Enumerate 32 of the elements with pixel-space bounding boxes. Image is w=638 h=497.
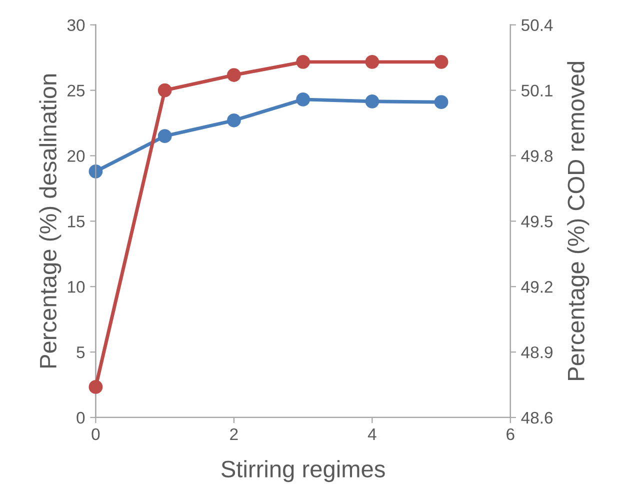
point — [296, 54, 310, 69]
x-tick-label: 4 — [368, 428, 376, 440]
point — [365, 94, 380, 108]
x-tick-label: 0 — [92, 428, 100, 440]
point — [296, 92, 310, 106]
point — [434, 95, 448, 110]
y-tick-label: 15 — [68, 216, 85, 228]
point — [226, 68, 241, 82]
y2-tick-label: 49.8 — [521, 150, 553, 162]
y2-tick-label: 50.4 — [521, 19, 553, 32]
x-tick-label: 6 — [506, 428, 514, 440]
y-tick-label: 10 — [68, 281, 85, 293]
y-tick-label: 25 — [68, 84, 85, 96]
y2-tick-label: 48.9 — [521, 346, 552, 358]
point — [158, 129, 172, 144]
x-tick-label: 2 — [230, 428, 238, 440]
y-axis-title: Percentage (%) desalination — [39, 74, 62, 368]
y2-axis-title: Percentage (%) COD removed — [567, 62, 590, 380]
point — [226, 113, 241, 128]
point — [365, 54, 380, 69]
y2-tick-label: 49.2 — [521, 281, 552, 293]
y2-tick-label: 50.1 — [521, 84, 552, 96]
y2-tick-label: 48.6 — [521, 412, 553, 424]
y-tick-label: 20 — [68, 150, 85, 162]
x-axis-title: Stirring regimes — [221, 460, 385, 482]
point — [88, 380, 103, 394]
y-tick-label: 0 — [76, 412, 85, 424]
point — [434, 54, 448, 69]
point — [158, 83, 172, 98]
y-tick-label: 5 — [76, 346, 85, 358]
y2-tick-label: 49.5 — [521, 216, 553, 228]
y-tick-label: 30 — [67, 19, 85, 32]
